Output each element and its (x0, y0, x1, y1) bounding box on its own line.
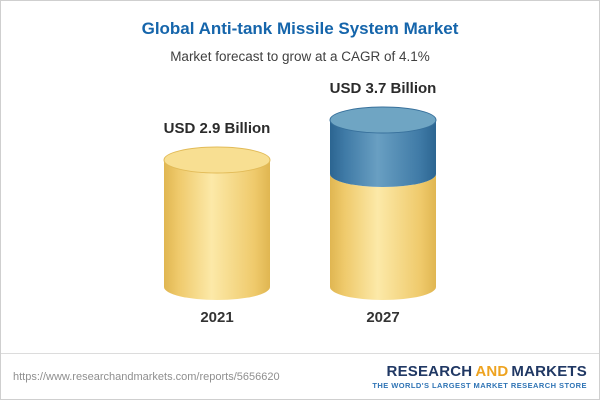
bar-group-2027: USD 3.7 Billion (328, 80, 438, 326)
year-label-2021: 2021 (200, 309, 234, 326)
logo-word-markets: MARKETS (511, 362, 587, 380)
logo-wordmark: RESEARCH AND MARKETS (372, 363, 587, 380)
chart-subtitle: Market forecast to grow at a CAGR of 4.1… (170, 49, 430, 64)
year-label-2027: 2027 (366, 309, 400, 326)
report-url: https://www.researchandmarkets.com/repor… (13, 370, 280, 383)
bar-group-2021: USD 2.9 Billion 2021 (162, 120, 272, 326)
cylinder-2021 (163, 146, 271, 300)
value-label-2021: USD 2.9 Billion (163, 120, 271, 137)
chart-title: Global Anti-tank Missile System Market (141, 19, 459, 38)
logo-word-and: AND (475, 362, 509, 380)
cylinder-bar-chart: USD 2.9 Billion 2021 USD 3.7 Billion (1, 80, 599, 326)
logo-word-research: RESEARCH (386, 362, 473, 380)
logo-tagline: THE WORLD'S LARGEST MARKET RESEARCH STOR… (372, 380, 587, 390)
researchandmarkets-logo: RESEARCH AND MARKETS THE WORLD'S LARGEST M… (372, 363, 587, 391)
value-label-2027: USD 3.7 Billion (329, 80, 437, 97)
footer: https://www.researchandmarkets.com/repor… (1, 353, 599, 399)
chart-header: Global Anti-tank Missile System Market M… (1, 1, 599, 64)
cylinder-2027 (329, 106, 437, 300)
